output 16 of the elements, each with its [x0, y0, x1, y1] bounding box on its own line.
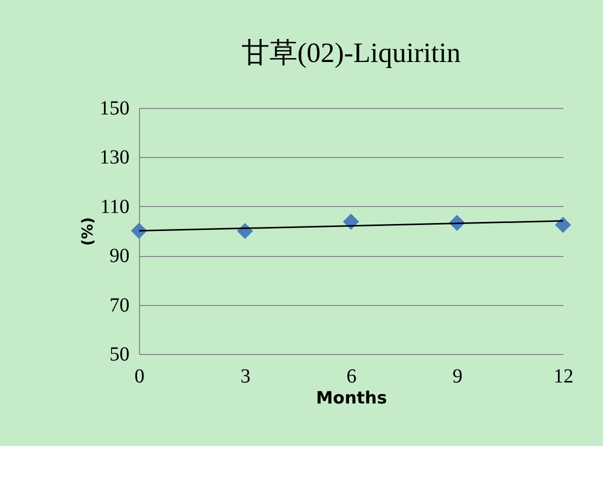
y-tick-label: 150	[100, 98, 130, 120]
y-tick-label: 70	[110, 294, 130, 316]
x-axis-title: Months	[316, 388, 388, 408]
x-tick-label: 0	[134, 366, 144, 388]
point	[130, 222, 148, 239]
chart-title: 甘草(02)-Liquiritin	[241, 38, 461, 69]
y-tick-label: 110	[100, 196, 130, 218]
y-axis-title: (%)	[78, 217, 96, 246]
x-tick-label: 6	[346, 366, 356, 388]
y-tick-label: 50	[110, 344, 130, 366]
y-tick-label: 90	[110, 245, 130, 268]
y-tick-label: 130	[100, 146, 130, 169]
x-tick-label: 9	[452, 366, 462, 388]
x-tick-label: 12	[554, 366, 574, 388]
point	[554, 216, 572, 233]
x-tick-label: 3	[240, 366, 250, 388]
